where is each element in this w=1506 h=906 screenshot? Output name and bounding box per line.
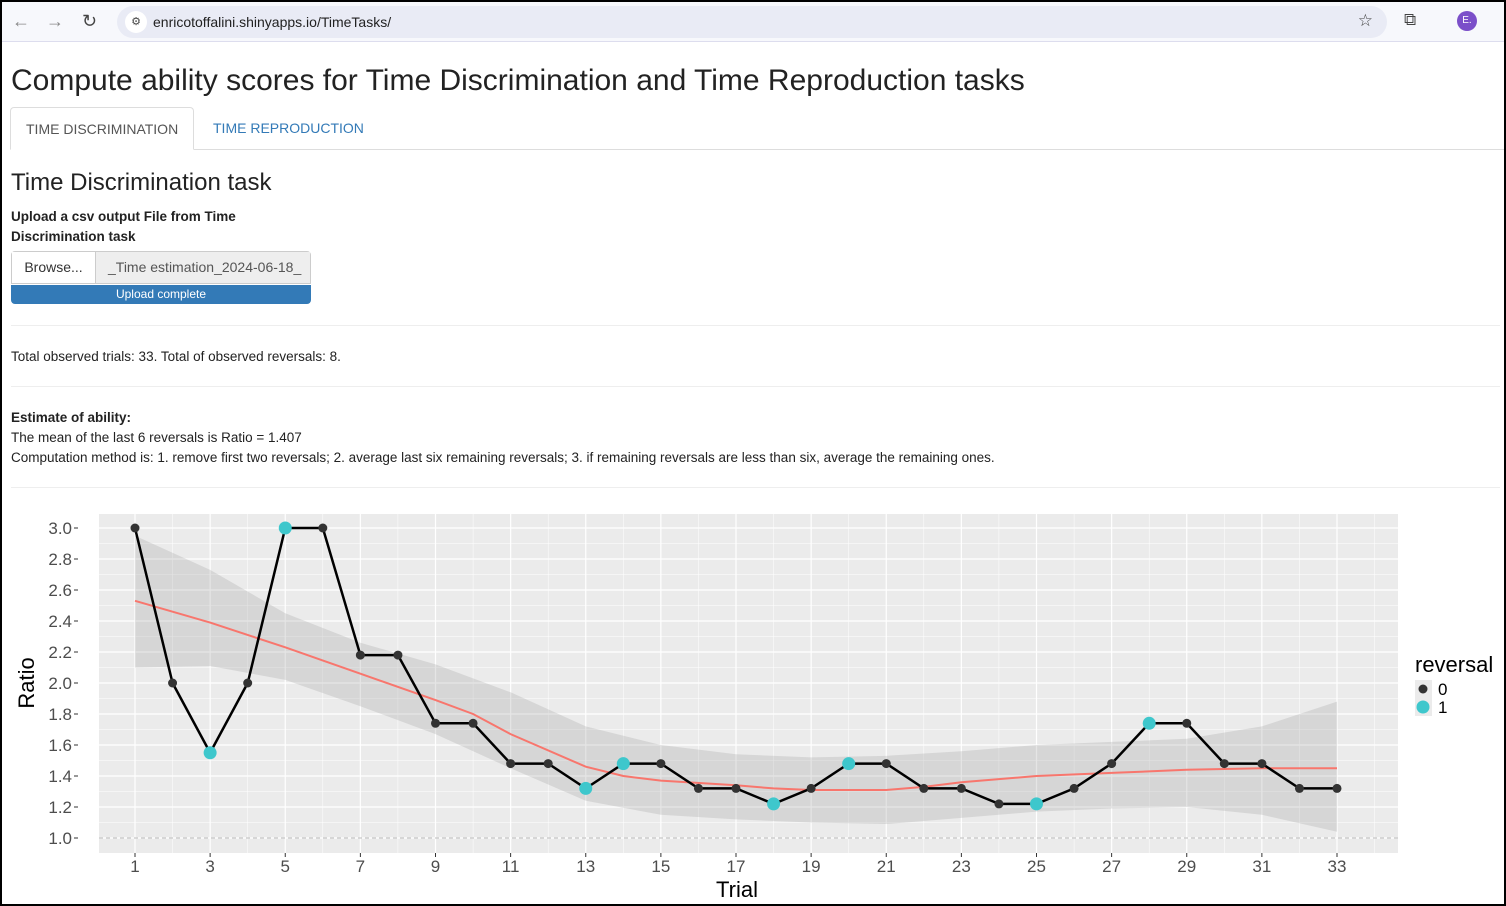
- data-point: [994, 799, 1004, 809]
- estimate-heading: Estimate of ability:: [11, 410, 132, 425]
- data-point: [1219, 759, 1229, 769]
- tab-time-discrimination[interactable]: TIME DISCRIMINATION: [10, 107, 195, 150]
- data-point: [468, 718, 478, 728]
- y-tick-label: 1.6: [48, 736, 72, 755]
- back-icon[interactable]: ←: [12, 11, 30, 31]
- x-tick-label: 21: [877, 857, 896, 876]
- data-point: [579, 781, 593, 795]
- legend-swatch: [1416, 700, 1430, 714]
- data-point: [1107, 759, 1117, 769]
- y-tick-label: 1.8: [48, 705, 72, 724]
- divider: [11, 487, 1500, 488]
- data-point: [693, 783, 703, 793]
- legend-title: reversal: [1415, 652, 1493, 677]
- x-tick-label: 7: [356, 857, 365, 876]
- data-point: [355, 650, 365, 660]
- data-point: [130, 523, 140, 533]
- x-tick-label: 3: [205, 857, 214, 876]
- y-tick-label: 2.4: [48, 612, 72, 631]
- browse-button[interactable]: Browse...: [12, 252, 96, 283]
- ratio-by-trial-chart: 1.01.21.41.61.82.02.22.42.62.83.01 3 5 7 9 11…: [14, 512, 1493, 902]
- y-tick-label: 2.8: [48, 550, 72, 569]
- address-bar[interactable]: ⚙ enricotoffalini.shinyapps.io/TimeTasks…: [117, 6, 1387, 38]
- data-point: [431, 718, 440, 728]
- tab-time-reproduction[interactable]: TIME REPRODUCTION: [213, 120, 364, 136]
- upload-progress-bar: Upload complete: [11, 285, 311, 304]
- x-tick-label: 31: [1252, 857, 1271, 876]
- file-name-field: _Time estimation_2024-06-18_: [96, 252, 310, 283]
- data-point: [278, 521, 292, 535]
- y-tick-label: 2.0: [48, 674, 72, 693]
- x-tick-label: 23: [952, 857, 971, 876]
- data-point: [767, 797, 781, 811]
- y-axis-title: Ratio: [14, 657, 39, 708]
- reload-icon[interactable]: ↻: [82, 11, 98, 31]
- x-axis-title: Trial: [716, 877, 758, 902]
- estimate-result: The mean of the last 6 reversals is Rati…: [11, 430, 302, 445]
- y-tick-label: 2.6: [48, 581, 72, 600]
- data-point: [1294, 783, 1304, 793]
- x-tick-label: 9: [431, 857, 440, 876]
- x-tick-label: 13: [576, 857, 595, 876]
- data-point: [393, 650, 403, 660]
- x-tick-label: 29: [1177, 857, 1196, 876]
- x-tick-label: 19: [802, 857, 821, 876]
- y-tick-label: 1.2: [48, 798, 72, 817]
- x-tick-label: 25: [1027, 857, 1046, 876]
- tab-bar: TIME DISCRIMINATION TIME REPRODUCTION: [10, 107, 1504, 150]
- y-tick-label: 3.0: [48, 519, 72, 538]
- y-tick-label: 2.2: [48, 643, 72, 662]
- data-point: [616, 757, 630, 771]
- summary-text: Total observed trials: 33. Total of obse…: [11, 349, 341, 364]
- data-point: [731, 783, 741, 793]
- file-input[interactable]: Browse... _Time estimation_2024-06-18_: [11, 251, 311, 284]
- x-tick-label: 11: [502, 857, 520, 876]
- site-settings-icon[interactable]: ⚙: [125, 11, 147, 33]
- data-point: [919, 783, 929, 793]
- x-tick-label: 5: [281, 857, 290, 876]
- data-point: [506, 759, 516, 769]
- data-point: [543, 759, 553, 769]
- x-tick-label: 17: [727, 857, 746, 876]
- legend-swatch: [1418, 684, 1428, 694]
- section-title: Time Discrimination task: [11, 169, 272, 196]
- data-point: [1332, 783, 1342, 793]
- bookmark-star-icon[interactable]: ☆: [1357, 11, 1373, 30]
- data-point: [203, 746, 217, 760]
- page-title: Compute ability scores for Time Discrimi…: [11, 64, 1025, 97]
- y-tick-label: 1.0: [48, 829, 72, 848]
- url-text[interactable]: enricotoffalini.shinyapps.io/TimeTasks/: [153, 14, 392, 30]
- data-point: [1257, 759, 1267, 769]
- data-point: [956, 783, 966, 793]
- data-point: [881, 759, 891, 769]
- data-point: [842, 757, 856, 771]
- data-point: [243, 678, 253, 688]
- data-point: [806, 783, 816, 793]
- y-tick-label: 1.4: [48, 767, 72, 786]
- profile-avatar[interactable]: E.: [1457, 11, 1477, 31]
- browser-toolbar: ← → ↻ ⚙ enricotoffalini.shinyapps.io/Tim…: [2, 2, 1504, 42]
- extensions-icon[interactable]: ⧉: [1404, 10, 1417, 29]
- data-point: [168, 678, 178, 688]
- x-tick-label: 33: [1328, 857, 1347, 876]
- data-point: [1069, 783, 1079, 793]
- data-point: [1182, 718, 1192, 728]
- upload-label: Upload a csv output File from Time Discr…: [11, 209, 236, 244]
- x-tick-label: 1: [130, 857, 139, 876]
- confidence-band: [135, 535, 1337, 832]
- x-tick-label: 15: [651, 857, 670, 876]
- data-point: [318, 523, 328, 533]
- data-point: [656, 759, 666, 769]
- legend-label: 1: [1438, 698, 1447, 717]
- data-point: [1142, 716, 1156, 730]
- divider: [11, 325, 1500, 326]
- estimate-method: Computation method is: 1. remove first t…: [11, 450, 995, 465]
- divider: [11, 386, 1500, 387]
- legend-label: 0: [1438, 680, 1447, 699]
- data-point: [1030, 797, 1043, 811]
- x-tick-label: 27: [1102, 857, 1121, 876]
- forward-icon[interactable]: →: [46, 11, 64, 31]
